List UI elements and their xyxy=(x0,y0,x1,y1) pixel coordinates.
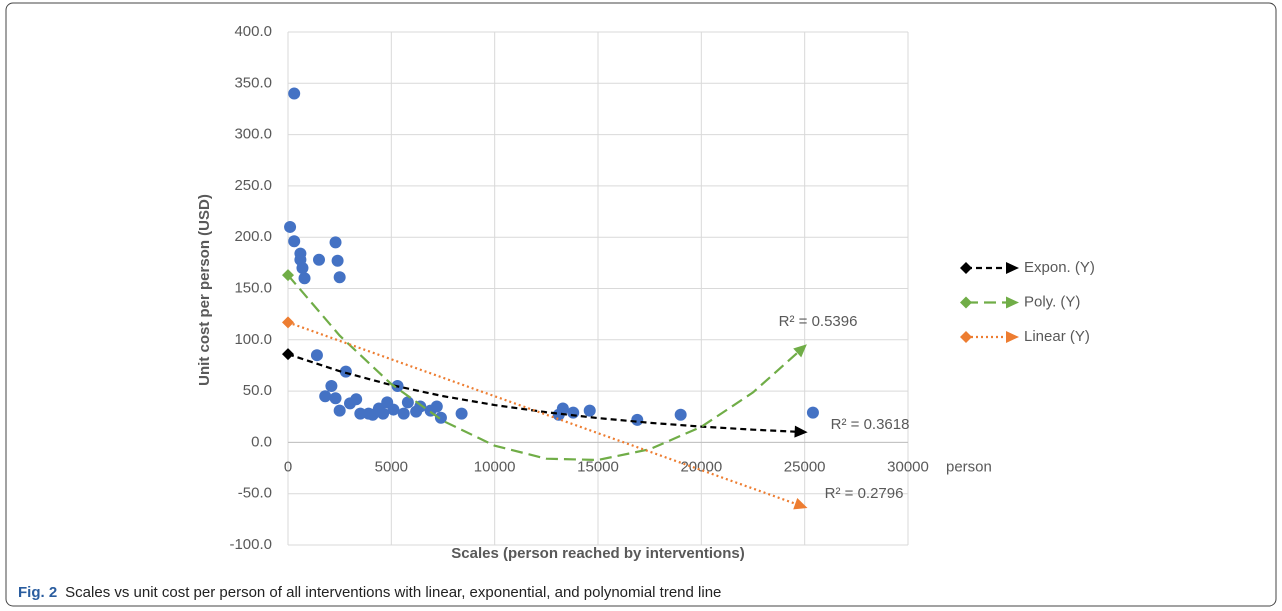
point xyxy=(397,407,410,420)
caption-text: Scales vs unit cost per person of all in… xyxy=(65,584,721,601)
legend-label: Linear (Y) xyxy=(1024,328,1090,345)
point xyxy=(354,407,367,420)
caption: Fig. 2 Scales vs unit cost per person of … xyxy=(18,584,721,601)
r-squared-label: R² = 0.5396 xyxy=(779,313,858,330)
point xyxy=(556,402,569,415)
point xyxy=(377,407,390,420)
y-tick-label: 300.0 xyxy=(234,126,272,143)
y-axis-title: Unit cost per person (USD) xyxy=(196,194,213,386)
trend-arrow xyxy=(794,425,808,438)
r-squared-label: R² = 0.3618 xyxy=(831,416,910,433)
figure-border xyxy=(5,2,1277,607)
legend-marker xyxy=(960,262,972,274)
trend-start-marker xyxy=(282,316,294,329)
trend-line xyxy=(287,274,806,462)
point xyxy=(350,393,363,406)
point xyxy=(313,253,325,266)
x-unit-label: person xyxy=(946,458,992,475)
y-tick-label: 0.0 xyxy=(251,433,272,450)
point xyxy=(333,271,346,284)
x-tick-label: 5000 xyxy=(375,458,408,475)
point xyxy=(325,379,338,392)
point xyxy=(333,404,346,417)
legend-marker xyxy=(960,296,972,309)
x-tick-label: 10000 xyxy=(474,458,516,475)
caption-prefix: Fig. 2 xyxy=(18,584,57,601)
y-tick-label: 50.0 xyxy=(243,382,272,399)
legend-arrow xyxy=(1006,262,1019,274)
point xyxy=(567,406,580,419)
trend-start-marker xyxy=(282,348,294,361)
point xyxy=(331,254,344,267)
point xyxy=(401,396,414,409)
point xyxy=(806,406,819,419)
point xyxy=(288,235,301,248)
y-tick-label: -100.0 xyxy=(229,536,272,553)
point xyxy=(296,261,309,274)
x-tick-label: 0 xyxy=(284,458,292,475)
trend-line xyxy=(287,353,805,434)
point xyxy=(310,349,323,362)
legend-label: Poly. (Y) xyxy=(1024,293,1080,310)
trend-start-marker xyxy=(282,269,294,282)
legend-arrow xyxy=(1006,331,1019,343)
legend-label: Expon. (Y) xyxy=(1024,259,1095,276)
point xyxy=(284,220,297,233)
point xyxy=(631,413,644,426)
point xyxy=(674,408,687,421)
x-tick-label: 15000 xyxy=(577,458,619,475)
y-tick-label: 150.0 xyxy=(234,279,272,296)
point xyxy=(288,87,301,100)
point xyxy=(329,392,342,405)
point xyxy=(329,236,342,249)
point xyxy=(387,403,400,416)
y-tick-label: 200.0 xyxy=(234,228,272,245)
trend-line xyxy=(287,321,806,509)
trend-arrow xyxy=(793,344,807,358)
x-axis-title: Scales (person reached by interventions) xyxy=(451,545,744,562)
y-tick-label: 250.0 xyxy=(234,177,272,194)
point xyxy=(298,272,311,285)
x-tick-label: 30000 xyxy=(887,458,929,475)
point xyxy=(583,404,596,417)
legend-marker xyxy=(960,331,972,343)
y-tick-label: 350.0 xyxy=(234,74,272,91)
y-tick-label: 400.0 xyxy=(234,23,272,40)
y-tick-label: -50.0 xyxy=(238,485,272,502)
y-tick-label: 100.0 xyxy=(234,331,272,348)
x-tick-label: 20000 xyxy=(680,458,722,475)
r-squared-label: R² = 0.2796 xyxy=(825,485,904,502)
legend-arrow xyxy=(1006,296,1019,309)
x-tick-label: 25000 xyxy=(784,458,826,475)
point xyxy=(455,407,468,420)
point xyxy=(319,390,332,403)
trend-arrow xyxy=(793,498,808,510)
point xyxy=(430,400,443,413)
point xyxy=(434,411,447,424)
point xyxy=(339,365,352,378)
